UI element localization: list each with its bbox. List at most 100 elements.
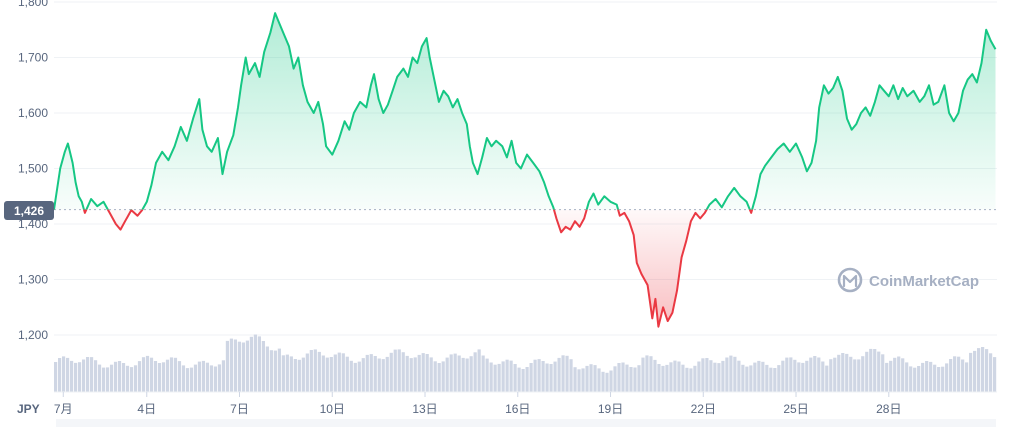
volume-bar [533,359,537,392]
x-axis: 7月 4日 7日 10日 13日 16日 19日 22日 25日 28日 [54,392,901,416]
volume-bar [645,355,649,392]
volume-bar [205,362,210,392]
volume-bar [201,360,206,392]
y-tick-label-1500: 1,500 [18,162,48,176]
volume-bar [717,363,721,392]
volume-bar [145,355,150,392]
volume-bar [553,361,557,392]
price-line [53,12,997,328]
volume-bar [765,364,769,392]
volume-bar [469,356,473,392]
volume-bar [377,358,381,392]
volume-bar [629,367,633,392]
y-tick-label-1600: 1,600 [18,106,48,120]
volume-bar [669,362,673,392]
volume-bar [58,358,62,392]
volume-bar [121,363,126,392]
volume-bar [409,358,413,392]
volume-bar [817,357,821,392]
volume-bar [845,353,849,392]
volume-bar [293,359,297,392]
watermark-text: CoinMarketCap [869,273,979,290]
volume-bar [965,362,969,392]
volume-bar [797,362,801,392]
volume-bar [89,357,94,392]
volume-bar [157,363,162,392]
currency-label: JPY [17,402,40,416]
volume-bar [525,367,529,392]
volume-bar [449,354,453,392]
x-tick-label-4: 13日 [412,402,437,416]
volume-bar [529,363,533,392]
volume-bar [301,357,305,392]
volume-bar [81,359,86,392]
volume-bar [197,361,202,392]
volume-bar [865,351,869,392]
bottom-scrollbar-track[interactable] [56,419,996,427]
volume-bar [85,357,90,392]
volume-bar [841,353,845,392]
volume-bars [54,334,997,392]
volume-bar [833,357,837,392]
x-tick-label-6: 19日 [598,402,623,416]
volume-bar [405,355,409,392]
volume-bar [853,359,857,392]
volume-bar [237,341,242,392]
volume-bar [657,364,661,392]
volume-bar [249,336,253,392]
baseline-badge-label: 1,426 [14,204,44,218]
volume-bar [753,362,757,392]
volume-bar [989,353,993,392]
volume-bar [993,357,997,392]
volume-bar [225,340,230,392]
volume-bar [829,359,833,392]
volume-bar [885,362,889,392]
volume-bar [985,349,989,392]
volume-bar [733,356,737,392]
volume-bar [241,342,245,392]
volume-bar [849,356,853,392]
volume-bar [153,361,158,392]
volume-bar [697,361,701,392]
coinmarketcap-watermark: CoinMarketCap [837,267,979,293]
volume-bar [869,348,873,392]
volume-bar [929,361,933,392]
x-tick-label-5: 16日 [505,402,530,416]
volume-bar [417,354,421,392]
volume-bar [489,362,493,392]
volume-bar [229,338,234,392]
volume-bar [349,360,353,392]
volume-bar [605,372,609,392]
volume-bar [541,361,545,392]
volume-bar [749,365,753,392]
volume-bar [109,364,114,392]
volume-bar [297,359,301,392]
volume-bar [117,361,122,392]
volume-bar [941,366,945,392]
volume-bar [777,365,781,392]
volume-bar [569,359,573,392]
volume-bar [745,366,749,392]
volume-bar [981,347,985,392]
price-line-above-baseline [53,12,997,210]
volume-bar [333,354,337,392]
volume-bar [461,357,465,392]
volume-bar [813,356,817,392]
volume-bar [345,356,349,392]
price-area-above-baseline [54,13,996,210]
volume-bar [785,357,789,392]
volume-bar [561,355,565,392]
volume-bar [837,354,841,392]
volume-bar [665,364,669,392]
volume-bar [97,364,102,392]
volume-bar [725,357,729,392]
volume-bar [961,359,965,392]
volume-bar [609,370,613,392]
volume-bar [93,360,98,392]
volume-bar [113,361,118,392]
price-area [54,13,996,327]
volume-bar [549,364,553,392]
volume-bar [401,352,405,392]
volume-bar [209,365,214,392]
volume-bar [781,360,785,392]
